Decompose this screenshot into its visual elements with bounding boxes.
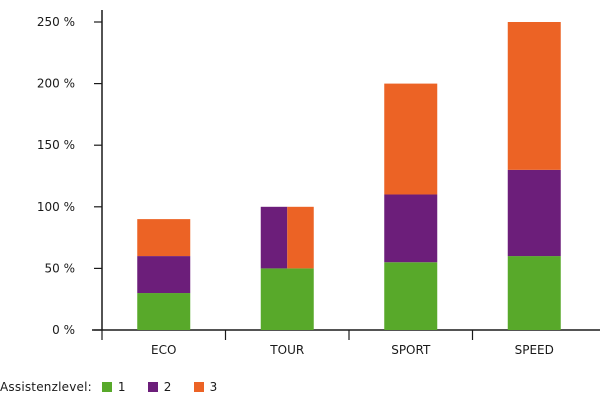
x-tick-label-eco: ECO — [151, 343, 176, 357]
legend-label-2: 2 — [163, 380, 172, 394]
bar-segment-speed-level-1 — [507, 256, 561, 330]
bar-segment-speed-level-3 — [507, 22, 561, 170]
x-tick-label-speed: SPEED — [515, 343, 554, 357]
legend-item-2: 2 — [147, 380, 172, 394]
bar-segment-eco-level-2 — [137, 256, 191, 294]
bar-segment-eco-level-3 — [137, 219, 191, 257]
legend-swatch-1 — [101, 382, 112, 392]
bar-segment-eco-level-1 — [137, 293, 191, 330]
x-tick-label-tour: TOUR — [269, 343, 304, 357]
legend-swatch-3 — [193, 382, 204, 392]
y-tick-label: 150 % — [37, 138, 75, 152]
bar-segment-sport-level-2 — [384, 194, 438, 263]
y-tick-label: 250 % — [37, 15, 75, 29]
y-tick-label: 100 % — [37, 200, 75, 214]
legend-label-3: 3 — [209, 380, 218, 394]
legend-label-1: 1 — [117, 380, 126, 394]
y-tick-label: 50 % — [45, 261, 76, 275]
chart-plot: 0 % 50 % 100 % 150 % 200 % 250 % ECO TOUR SPORT S… — [37, 10, 600, 357]
legend-item-3: 3 — [193, 380, 218, 394]
bar-segment-tour-level-2 — [260, 206, 288, 269]
x-tick-label-sport: SPORT — [391, 343, 431, 357]
legend: Assistenzlevel: 1 2 3 — [0, 378, 239, 396]
legend-item-1: 1 — [101, 380, 126, 394]
bar-segment-sport-level-3 — [384, 83, 438, 195]
bar-segment-speed-level-2 — [507, 169, 561, 257]
y-tick-label: 0 % — [52, 323, 75, 337]
y-tick-label: 200 % — [37, 77, 75, 91]
legend-title: Assistenzlevel: — [0, 380, 92, 394]
bar-segment-tour-level-1 — [260, 268, 314, 330]
legend-swatch-2 — [147, 382, 158, 392]
bar-segment-sport-level-1 — [384, 262, 438, 330]
bar-segment-tour-level-3 — [287, 206, 314, 269]
